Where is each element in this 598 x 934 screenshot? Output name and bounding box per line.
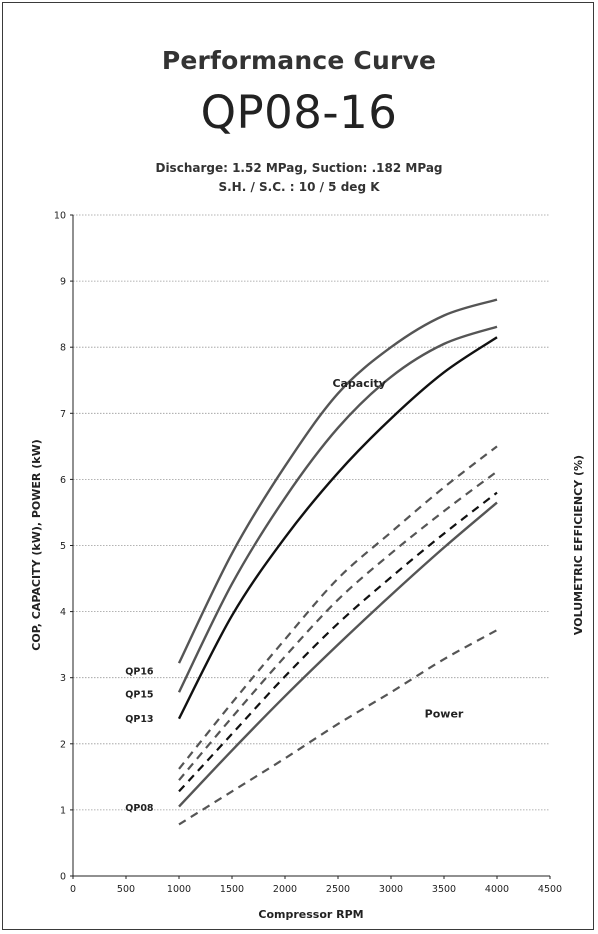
annotation-power: Power <box>425 707 464 720</box>
series-line-power-6 <box>178 491 498 793</box>
condition-line-1: Discharge: 1.52 MPag, Suction: .182 MPag <box>155 161 443 175</box>
y-tick-label-4: 4 <box>60 607 66 618</box>
y-axis-label: COP, CAPACITY (kW), POWER (kW) <box>30 439 43 650</box>
annotation-qp08: QP08 <box>125 803 154 814</box>
grid-lines <box>73 214 550 811</box>
y-tick-label-2: 2 <box>60 739 66 750</box>
chart-title: Performance Curve <box>161 46 437 75</box>
y-tick-label-7: 7 <box>60 409 66 420</box>
y-tick-label-0: 0 <box>60 872 66 883</box>
x-tick-label-3: 1500 <box>220 884 244 895</box>
model-title: QP08-16 <box>200 86 398 139</box>
series-line-capacity-3 <box>178 501 498 808</box>
x-tick-label-4: 2000 <box>273 884 297 895</box>
series-lines <box>177 298 498 826</box>
x-tick-label-8: 4000 <box>485 884 509 895</box>
condition-line-2: S.H. / S.C. : 10 / 5 deg K <box>218 180 380 194</box>
x-tick-label-7: 3500 <box>432 884 456 895</box>
x-tick-labels: 0 500 1000 1500 2000 2500 3000 3500 4000 4500 <box>70 876 562 895</box>
x-tick-label-9: 4500 <box>538 884 562 895</box>
series-line-capacity-0 <box>177 298 498 664</box>
series-line-power-5 <box>178 470 498 781</box>
annotation-qp16: QP16 <box>125 666 154 677</box>
x-tick-label-0: 0 <box>70 884 76 895</box>
y-tick-label-5: 5 <box>60 541 66 552</box>
series-line-capacity-1 <box>177 325 498 693</box>
y-tick-label-1: 1 <box>60 805 66 816</box>
y2-axis-label: VOLUMETRIC EFFICIENCY (%) <box>572 455 585 635</box>
y-tick-label-3: 3 <box>60 673 66 684</box>
series-line-capacity-2 <box>177 336 498 720</box>
annotation-qp13: QP13 <box>125 714 153 725</box>
x-tick-label-2: 1000 <box>167 884 191 895</box>
x-tick-label-5: 2500 <box>326 884 350 895</box>
x-axis-label: Compressor RPM <box>258 908 363 921</box>
y-tick-labels: 0 1 2 3 4 5 6 7 8 9 10 <box>54 211 73 883</box>
annotations: Capacity Power QP16 QP15 QP13 QP08 <box>125 377 464 814</box>
series-line-power-4 <box>178 445 498 770</box>
x-tick-label-6: 3000 <box>379 884 403 895</box>
y-tick-label-9: 9 <box>60 277 66 288</box>
y-tick-label-8: 8 <box>60 343 66 354</box>
x-tick-label-1: 500 <box>117 884 135 895</box>
annotation-qp15: QP15 <box>125 690 153 701</box>
annotation-capacity: Capacity <box>332 377 386 390</box>
y-tick-label-10: 10 <box>54 211 66 222</box>
y-tick-label-6: 6 <box>60 475 66 486</box>
series-line-power-7 <box>178 629 498 826</box>
